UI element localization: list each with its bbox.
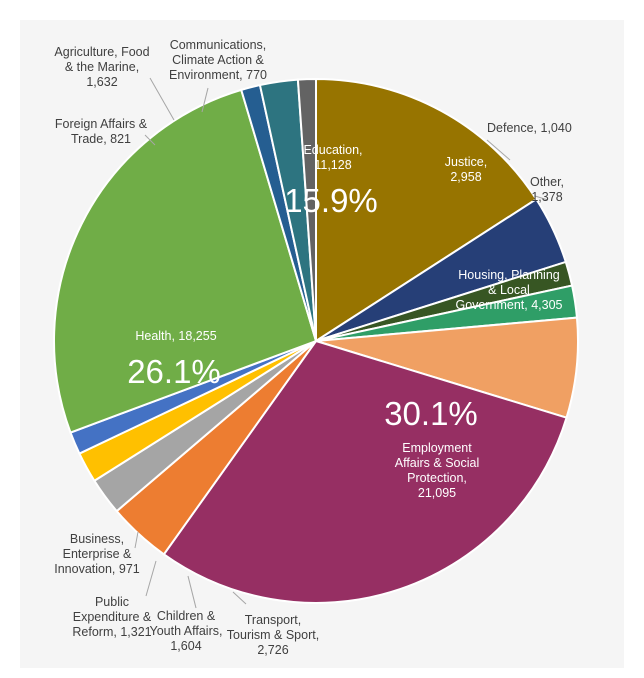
slice-label-line: Education,: [303, 143, 362, 157]
slice-label-line: Employment: [402, 441, 472, 455]
slice-label-line: Protection,: [407, 471, 467, 485]
leader-line-children-youth-affairs: [187, 575, 197, 609]
slice-label-employment-affairs-social-protection: Employment Affairs & Social Protection, 21,…: [395, 441, 480, 500]
slice-label-line: & Local: [488, 283, 530, 297]
percent-label-education: 15.9%: [284, 182, 378, 219]
slice-label-public-expenditure-reform: Public Expenditure & Reform, 1,321: [72, 595, 152, 639]
slice-label-line: Expenditure &: [73, 610, 152, 624]
slice-label-line: Agriculture, Food: [54, 45, 149, 59]
pie-slice-education: [315, 77, 538, 343]
leader-line-other: [534, 195, 549, 201]
slice-label-business-enterprise-innovation: Business, Enterprise & Innovation, 971: [54, 532, 140, 576]
slice-labels: Education, 11,128 15.9% Justice, 2,958 Defenc…: [54, 38, 572, 657]
percent-label-employment-affairs-social-protection: 30.1%: [384, 395, 478, 432]
slice-label-foreign-affairs-trade: Foreign Affairs & Trade, 821: [55, 117, 148, 146]
leader-line-defence: [486, 139, 511, 161]
slice-label-line: Defence, 1,040: [487, 121, 572, 135]
slice-label-line: Justice,: [445, 155, 487, 169]
leader-line-transport-tourism-sport: [232, 591, 247, 605]
leader-lines: [134, 77, 549, 609]
percent-label-health: 26.1%: [127, 353, 221, 390]
slice-label-line: 1,632: [86, 75, 117, 89]
leader-line-communications-climate-action-environment: [201, 87, 209, 113]
pie-slices: [53, 77, 579, 604]
slice-label-line: Enterprise &: [63, 547, 132, 561]
slice-label-line: Tourism & Sport,: [227, 628, 319, 642]
slice-label-line: 1,378: [531, 190, 562, 204]
slice-label-line: Innovation, 971: [54, 562, 140, 576]
slice-label-line: Other,: [530, 175, 564, 189]
slice-label-line: Communications,: [170, 38, 267, 52]
slice-label-line: Business,: [70, 532, 124, 546]
slice-label-children-youth-affairs: Children & Youth Affairs, 1,604: [150, 609, 223, 653]
leader-line-agriculture-food-the-marine: [149, 77, 175, 121]
slice-label-line: 11,128: [314, 158, 351, 172]
slice-label-line: Trade, 821: [71, 132, 131, 146]
leader-line-foreign-affairs-trade: [144, 134, 156, 146]
slice-label-transport-tourism-sport: Transport, Tourism & Sport, 2,726: [227, 613, 319, 657]
slice-label-line: Environment, 770: [169, 68, 267, 82]
leader-line-business-enterprise-innovation: [134, 531, 139, 549]
slice-label-line: 21,095: [418, 486, 456, 500]
slice-label-line: Government, 4,305: [455, 298, 562, 312]
slice-label-line: Reform, 1,321: [72, 625, 151, 639]
slice-label-line: Climate Action &: [172, 53, 264, 67]
pie-slice-health: [53, 88, 318, 434]
slice-label-housing-planning-local-government: Housing, Planning & Local Government, 4,30…: [455, 268, 562, 312]
slice-label-line: Health, 18,255: [135, 329, 216, 343]
slice-label-line: Youth Affairs,: [150, 624, 223, 638]
slice-label-line: Housing, Planning: [458, 268, 560, 282]
pie-slice-communications-climate-action-environment: [296, 77, 317, 342]
slice-label-agriculture-food-the-marine: Agriculture, Food & the Marine, 1,632: [54, 45, 149, 89]
slice-label-line: 2,958: [450, 170, 481, 184]
slice-label-communications-climate-action-environment: Communications, Climate Action & Environme…: [169, 38, 267, 82]
slice-label-line: & the Marine,: [65, 60, 139, 74]
slice-label-education: Education, 11,128: [303, 143, 362, 172]
slice-label-defence: Defence, 1,040: [487, 121, 572, 135]
slice-label-health: Health, 18,255: [135, 329, 216, 343]
slice-label-line: 1,604: [170, 639, 201, 653]
slice-label-line: Public: [95, 595, 129, 609]
slice-label-line: Children &: [157, 609, 216, 623]
slice-label-line: Foreign Affairs &: [55, 117, 148, 131]
leader-line-public-expenditure-reform: [145, 560, 157, 597]
pie-slice-employment-affairs-social-protection: [162, 339, 568, 604]
slice-label-other: Other, 1,378: [530, 175, 564, 204]
slice-label-line: 2,726: [257, 643, 288, 657]
slice-label-justice: Justice, 2,958: [445, 155, 487, 184]
slice-label-line: Transport,: [245, 613, 302, 627]
slice-label-line: Affairs & Social: [395, 456, 480, 470]
